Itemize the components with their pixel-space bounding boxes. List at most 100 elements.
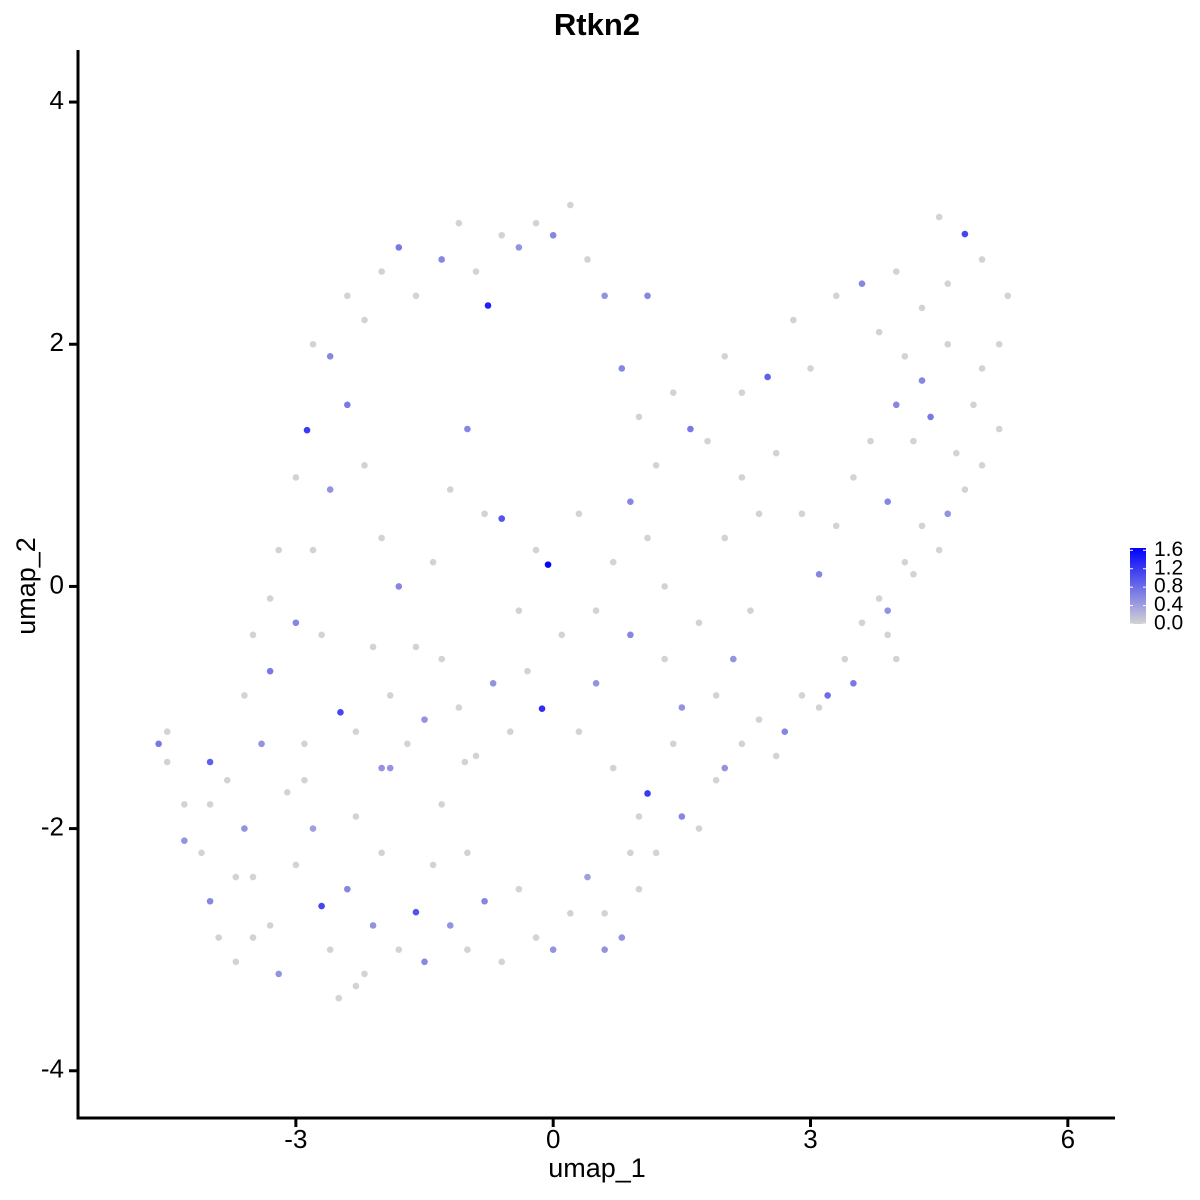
point [429, 558, 437, 566]
point [807, 365, 814, 372]
point [584, 256, 591, 263]
point [498, 231, 506, 239]
point [301, 776, 308, 784]
point [841, 655, 849, 663]
point [798, 510, 806, 518]
point [901, 353, 909, 360]
point [266, 922, 274, 929]
point [661, 655, 668, 663]
point [464, 425, 471, 433]
point [538, 705, 546, 713]
point [438, 256, 445, 263]
point [318, 631, 325, 639]
point [292, 474, 300, 481]
point [978, 256, 986, 263]
y-tick-label: -4 [41, 1054, 64, 1084]
point [815, 571, 823, 578]
point [875, 595, 883, 602]
point [618, 934, 626, 941]
point [378, 764, 385, 772]
point [669, 740, 677, 748]
point [266, 595, 274, 602]
point [544, 561, 552, 568]
point [369, 643, 377, 651]
point [515, 885, 523, 893]
point [241, 692, 248, 699]
point [609, 558, 617, 566]
point [378, 849, 385, 857]
point [326, 946, 334, 953]
point [884, 498, 892, 505]
point [995, 340, 1003, 348]
point [944, 340, 952, 348]
point [275, 970, 283, 978]
point [755, 716, 763, 723]
point [412, 908, 420, 916]
point [361, 316, 368, 324]
point [303, 426, 311, 434]
point [832, 522, 840, 530]
point [592, 607, 600, 614]
point [395, 583, 403, 590]
point [738, 474, 746, 481]
point [790, 316, 797, 324]
point [378, 268, 385, 275]
point [627, 631, 634, 639]
point [395, 946, 403, 953]
point [326, 486, 334, 493]
point [275, 546, 283, 554]
x-tick-label: 0 [546, 1124, 560, 1154]
point [644, 534, 651, 542]
x-axis-title: umap_1 [548, 1153, 646, 1183]
point [344, 885, 351, 893]
point [687, 425, 694, 433]
point [352, 728, 360, 736]
point [266, 667, 274, 675]
point [875, 328, 883, 336]
point [558, 631, 566, 639]
color-bar-label: 1.6 [1154, 538, 1183, 561]
point [824, 692, 831, 699]
point [163, 728, 171, 736]
point [386, 764, 394, 772]
point [584, 873, 591, 881]
color-bar-label: 0.0 [1154, 612, 1183, 635]
point [935, 213, 943, 221]
point [249, 631, 257, 639]
point [163, 758, 171, 766]
point [464, 946, 471, 953]
point [764, 373, 771, 381]
point [644, 292, 651, 300]
point [953, 449, 960, 457]
point [781, 728, 789, 736]
point [567, 201, 574, 209]
point [369, 922, 377, 929]
point [386, 692, 394, 699]
point [712, 776, 720, 784]
point [549, 231, 557, 239]
point [635, 885, 643, 893]
point [337, 709, 344, 716]
point [884, 607, 892, 614]
point [652, 849, 660, 857]
point [412, 643, 420, 651]
chart-title: Rtkn2 [554, 7, 640, 42]
point [481, 510, 488, 518]
point [627, 498, 634, 505]
point [446, 486, 454, 493]
point [652, 462, 660, 469]
point [601, 910, 608, 917]
point [223, 776, 231, 784]
point [644, 790, 651, 797]
point [352, 813, 360, 820]
point [927, 413, 934, 421]
point [421, 958, 428, 966]
point [661, 583, 668, 590]
point [892, 401, 900, 409]
point [772, 752, 780, 760]
point [738, 389, 746, 396]
point [815, 704, 823, 711]
point [910, 571, 917, 578]
point [472, 752, 480, 760]
